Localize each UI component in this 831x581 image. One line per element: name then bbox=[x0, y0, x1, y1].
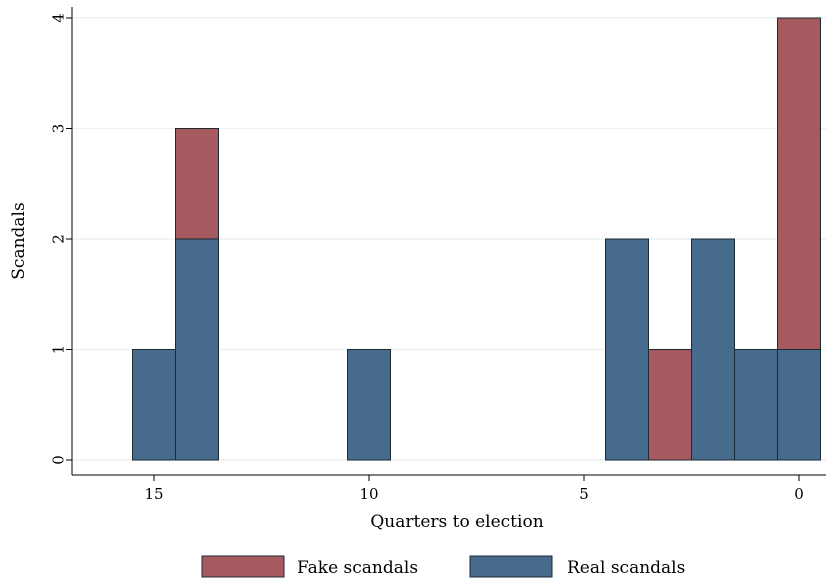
x-tick-label-15: 15 bbox=[144, 485, 163, 503]
x-tick-label-0: 0 bbox=[794, 485, 804, 503]
y-axis-title: Scandals bbox=[9, 202, 29, 279]
x-tick-label-5: 5 bbox=[579, 485, 589, 503]
legend-swatch-real-scandals bbox=[469, 555, 553, 578]
bar-fake-scandals-q0 bbox=[777, 17, 821, 350]
bar-real-scandals-q15 bbox=[132, 349, 176, 461]
bar-real-scandals-q10 bbox=[347, 349, 391, 461]
legend: Fake scandals Real scandals bbox=[201, 555, 685, 578]
legend-label-real-scandals: Real scandals bbox=[567, 558, 685, 578]
ticks: 0 1 2 3 4 15 10 5 0 bbox=[49, 13, 804, 503]
legend-swatch-fake-scandals bbox=[201, 555, 285, 578]
axes bbox=[71, 7, 826, 476]
bars bbox=[132, 17, 821, 461]
bar-real-scandals-q2 bbox=[691, 238, 735, 461]
bar-fake-scandals-q3 bbox=[648, 349, 692, 461]
y-tick-label-0: 0 bbox=[49, 455, 67, 465]
y-tick-label-2: 2 bbox=[49, 234, 67, 244]
legend-label-fake-scandals: Fake scandals bbox=[297, 558, 418, 578]
bar-real-scandals-q14 bbox=[175, 238, 219, 461]
x-tick-label-10: 10 bbox=[359, 485, 378, 503]
bar-real-scandals-q1 bbox=[734, 349, 778, 461]
y-tick-label-3: 3 bbox=[49, 124, 67, 134]
bar-real-scandals-q0 bbox=[777, 349, 821, 461]
y-tick-label-4: 4 bbox=[49, 13, 67, 23]
bar-fake-scandals-q14 bbox=[175, 128, 219, 240]
y-tick-label-1: 1 bbox=[49, 345, 67, 355]
x-axis-title: Quarters to election bbox=[370, 512, 543, 532]
bar-real-scandals-q4 bbox=[605, 238, 649, 461]
